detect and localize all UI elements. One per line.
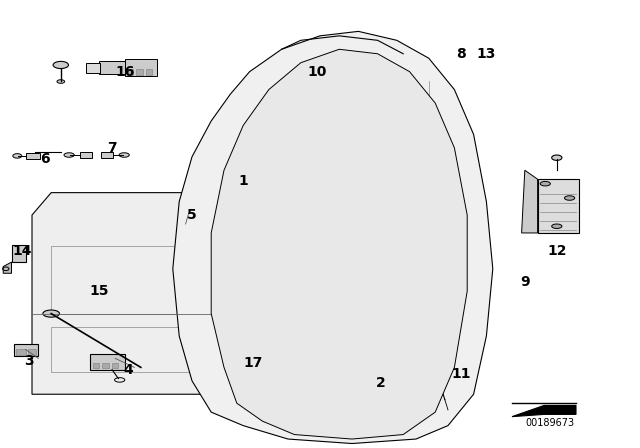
Text: 8: 8: [456, 47, 466, 61]
Bar: [14, 344, 38, 356]
Bar: [356, 64, 362, 68]
Bar: [250, 332, 416, 385]
Bar: [93, 363, 99, 368]
Bar: [12, 245, 26, 262]
Text: 7: 7: [107, 141, 117, 155]
Bar: [146, 69, 152, 75]
Bar: [99, 61, 125, 74]
Bar: [346, 58, 368, 69]
Text: 5: 5: [187, 208, 197, 222]
Polygon shape: [512, 405, 576, 417]
Ellipse shape: [552, 155, 562, 160]
Text: 3: 3: [24, 353, 34, 368]
Text: 12: 12: [547, 244, 566, 258]
Text: 10: 10: [307, 65, 326, 79]
Bar: [538, 179, 579, 233]
Bar: [28, 349, 36, 355]
Bar: [234, 360, 260, 370]
Text: 4: 4: [123, 362, 133, 377]
Ellipse shape: [13, 154, 22, 158]
Text: 6: 6: [40, 152, 50, 166]
Text: 2: 2: [376, 376, 386, 390]
Polygon shape: [522, 170, 538, 233]
Bar: [400, 55, 416, 68]
Bar: [90, 354, 125, 370]
Ellipse shape: [53, 61, 68, 69]
Bar: [136, 69, 143, 75]
Bar: [51, 246, 224, 314]
Bar: [101, 152, 113, 158]
Text: 11: 11: [451, 367, 470, 381]
Ellipse shape: [43, 310, 60, 317]
Bar: [102, 363, 109, 368]
Ellipse shape: [64, 153, 74, 157]
Polygon shape: [3, 262, 12, 273]
Bar: [250, 220, 416, 314]
Text: 00189673: 00189673: [526, 418, 575, 428]
Text: 15: 15: [90, 284, 109, 298]
Polygon shape: [173, 31, 493, 444]
Ellipse shape: [564, 196, 575, 200]
Bar: [26, 153, 40, 159]
Bar: [127, 69, 133, 75]
Bar: [125, 59, 157, 76]
Text: 9: 9: [520, 275, 530, 289]
Text: 17: 17: [243, 356, 262, 370]
Polygon shape: [32, 193, 243, 394]
Text: 16: 16: [115, 65, 134, 79]
Bar: [348, 64, 353, 68]
Text: 13: 13: [477, 47, 496, 61]
Ellipse shape: [352, 381, 371, 390]
Ellipse shape: [552, 224, 562, 228]
Text: 1: 1: [238, 174, 248, 189]
Ellipse shape: [435, 397, 448, 402]
Ellipse shape: [119, 153, 129, 157]
Bar: [237, 211, 429, 323]
Text: 14: 14: [13, 244, 32, 258]
Bar: [80, 152, 92, 158]
Polygon shape: [211, 49, 467, 439]
Bar: [16, 349, 26, 355]
Bar: [112, 363, 118, 368]
Bar: [51, 327, 224, 372]
Bar: [86, 63, 100, 73]
Ellipse shape: [540, 181, 550, 186]
Ellipse shape: [57, 80, 65, 83]
